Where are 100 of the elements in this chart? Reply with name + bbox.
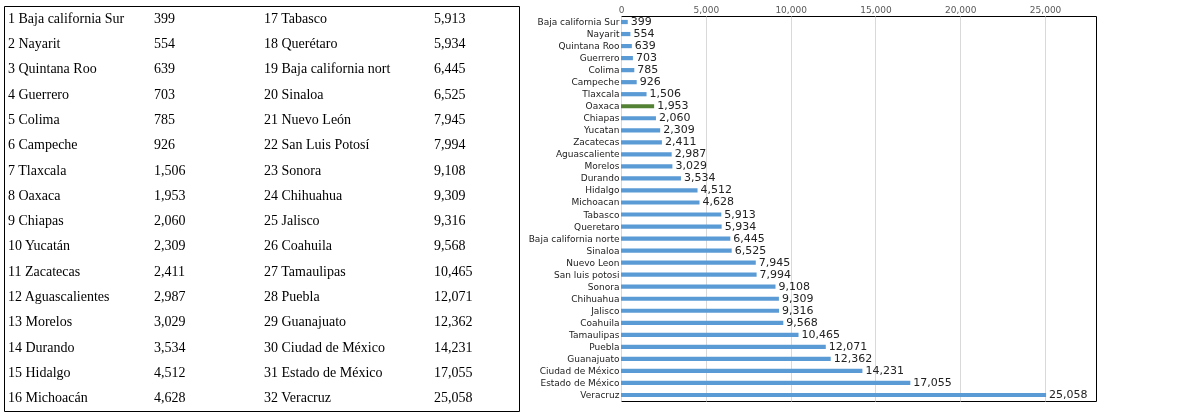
text: 6,445 <box>434 61 466 77</box>
data-label: 7,994 <box>759 267 792 281</box>
text: 926 <box>154 137 175 153</box>
bar <box>621 188 698 193</box>
y-tick-label: Baja california norte <box>528 233 620 244</box>
bar <box>621 176 681 181</box>
text: 29 Guanajuato <box>264 314 347 330</box>
data-label: 9,316 <box>782 303 814 317</box>
text: 2,411 <box>154 263 185 279</box>
y-tick-label: Guanajuato <box>567 353 620 364</box>
bar <box>621 356 831 361</box>
data-label: 6,525 <box>734 243 767 257</box>
text: 25 Jalisco <box>264 213 320 229</box>
text: 12,071 <box>434 289 473 305</box>
text: 10,465 <box>434 263 473 279</box>
y-tick-label: Jalisco <box>590 305 620 316</box>
data-label: 399 <box>630 15 652 29</box>
y-tick-label: Tabasco <box>582 209 620 220</box>
text: 14,231 <box>434 339 473 355</box>
data-label: 639 <box>634 39 656 53</box>
text: 10 Yucatán <box>8 238 71 254</box>
y-tick-label: Estado de México <box>540 377 620 388</box>
text: 1,506 <box>154 162 186 178</box>
data-label: 2,060 <box>658 111 691 125</box>
bar <box>621 332 799 337</box>
text: 18 Querétaro <box>264 35 338 51</box>
text: 9 Chiapas <box>8 213 64 229</box>
y-tick-label: Zacatecas <box>573 137 620 148</box>
text: 12 Aguascalientes <box>8 289 110 305</box>
y-tick-label: Sinaloa <box>586 245 620 256</box>
data-label: 4,628 <box>702 195 735 209</box>
text: 6,525 <box>434 86 466 102</box>
bar <box>621 380 911 386</box>
data-label: 12,071 <box>828 339 868 353</box>
bar <box>621 128 661 133</box>
text: 9,316 <box>434 213 466 229</box>
data-label: 2,411 <box>664 135 697 149</box>
text: 3 Quintana Roo <box>8 61 97 77</box>
data-label: 6,445 <box>733 231 765 245</box>
text: 23 Sonora <box>264 162 322 178</box>
text: 8 Oaxaca <box>8 187 62 203</box>
data-label: 926 <box>639 75 661 89</box>
data-label: 3,029 <box>675 159 707 173</box>
bar <box>621 284 776 289</box>
data-label: 703 <box>635 51 657 65</box>
text: 1,953 <box>154 187 186 203</box>
data-label: 554 <box>633 27 655 41</box>
x-tick-label: 20,000 <box>945 4 977 15</box>
y-tick-label: Queretaro <box>574 221 620 232</box>
bar <box>621 212 722 217</box>
bar <box>621 308 780 313</box>
text: 25,058 <box>434 390 473 406</box>
data-label: 1,506 <box>649 87 682 101</box>
text: 11 Zacatecas <box>8 263 81 279</box>
y-tick-label: Aguascaliente <box>555 149 620 160</box>
text: 7,994 <box>434 137 466 153</box>
data-label: 2,987 <box>674 147 707 161</box>
text: 22 San Luis Potosí <box>264 137 370 153</box>
text: 399 <box>154 10 175 26</box>
data-label: 1,953 <box>657 99 689 113</box>
bar <box>621 248 732 253</box>
text: 5,934 <box>434 35 466 51</box>
bar <box>621 296 779 301</box>
data-label: 17,055 <box>913 375 952 389</box>
bar <box>621 236 731 241</box>
text: 6 Campeche <box>8 137 78 153</box>
data-label: 25,058 <box>1049 387 1088 401</box>
text: 31 Estado de México <box>264 365 383 381</box>
text: 4 Guerrero <box>8 86 70 102</box>
text: 9,108 <box>434 162 466 178</box>
text: 19 Baja california nort <box>264 61 391 77</box>
data-label: 4,512 <box>700 183 733 197</box>
y-tick-label: Sonora <box>587 281 620 292</box>
bar <box>621 19 628 25</box>
bar <box>621 92 647 97</box>
bar <box>621 56 633 61</box>
bar <box>621 68 635 73</box>
y-tick-label: Veracruz <box>580 389 620 400</box>
text: 639 <box>154 61 175 77</box>
text: 2,309 <box>154 238 186 254</box>
y-tick-label: Oaxaca <box>585 101 620 112</box>
text: 15 Hidalgo <box>8 365 71 381</box>
bar <box>621 31 631 37</box>
y-tick-label: Ciudad de México <box>539 365 620 376</box>
text: 7,945 <box>434 111 466 127</box>
data-label: 12,362 <box>833 351 873 365</box>
text: 2,987 <box>154 289 186 305</box>
text: 30 Ciudad de México <box>264 339 385 355</box>
bar <box>621 116 656 121</box>
text: 703 <box>154 86 175 102</box>
y-tick-label: Hidalgo <box>585 185 620 196</box>
y-tick-label: Tamaulipas <box>568 329 620 340</box>
data-label: 9,568 <box>786 315 818 329</box>
text: 27 Tamaulipas <box>264 263 346 279</box>
text: 9,309 <box>434 187 466 203</box>
text: 17,055 <box>434 365 473 381</box>
bar <box>621 104 655 109</box>
x-tick-label: 25,000 <box>1029 4 1062 15</box>
y-tick-label: Yucatan <box>583 125 620 136</box>
bar <box>621 164 673 169</box>
